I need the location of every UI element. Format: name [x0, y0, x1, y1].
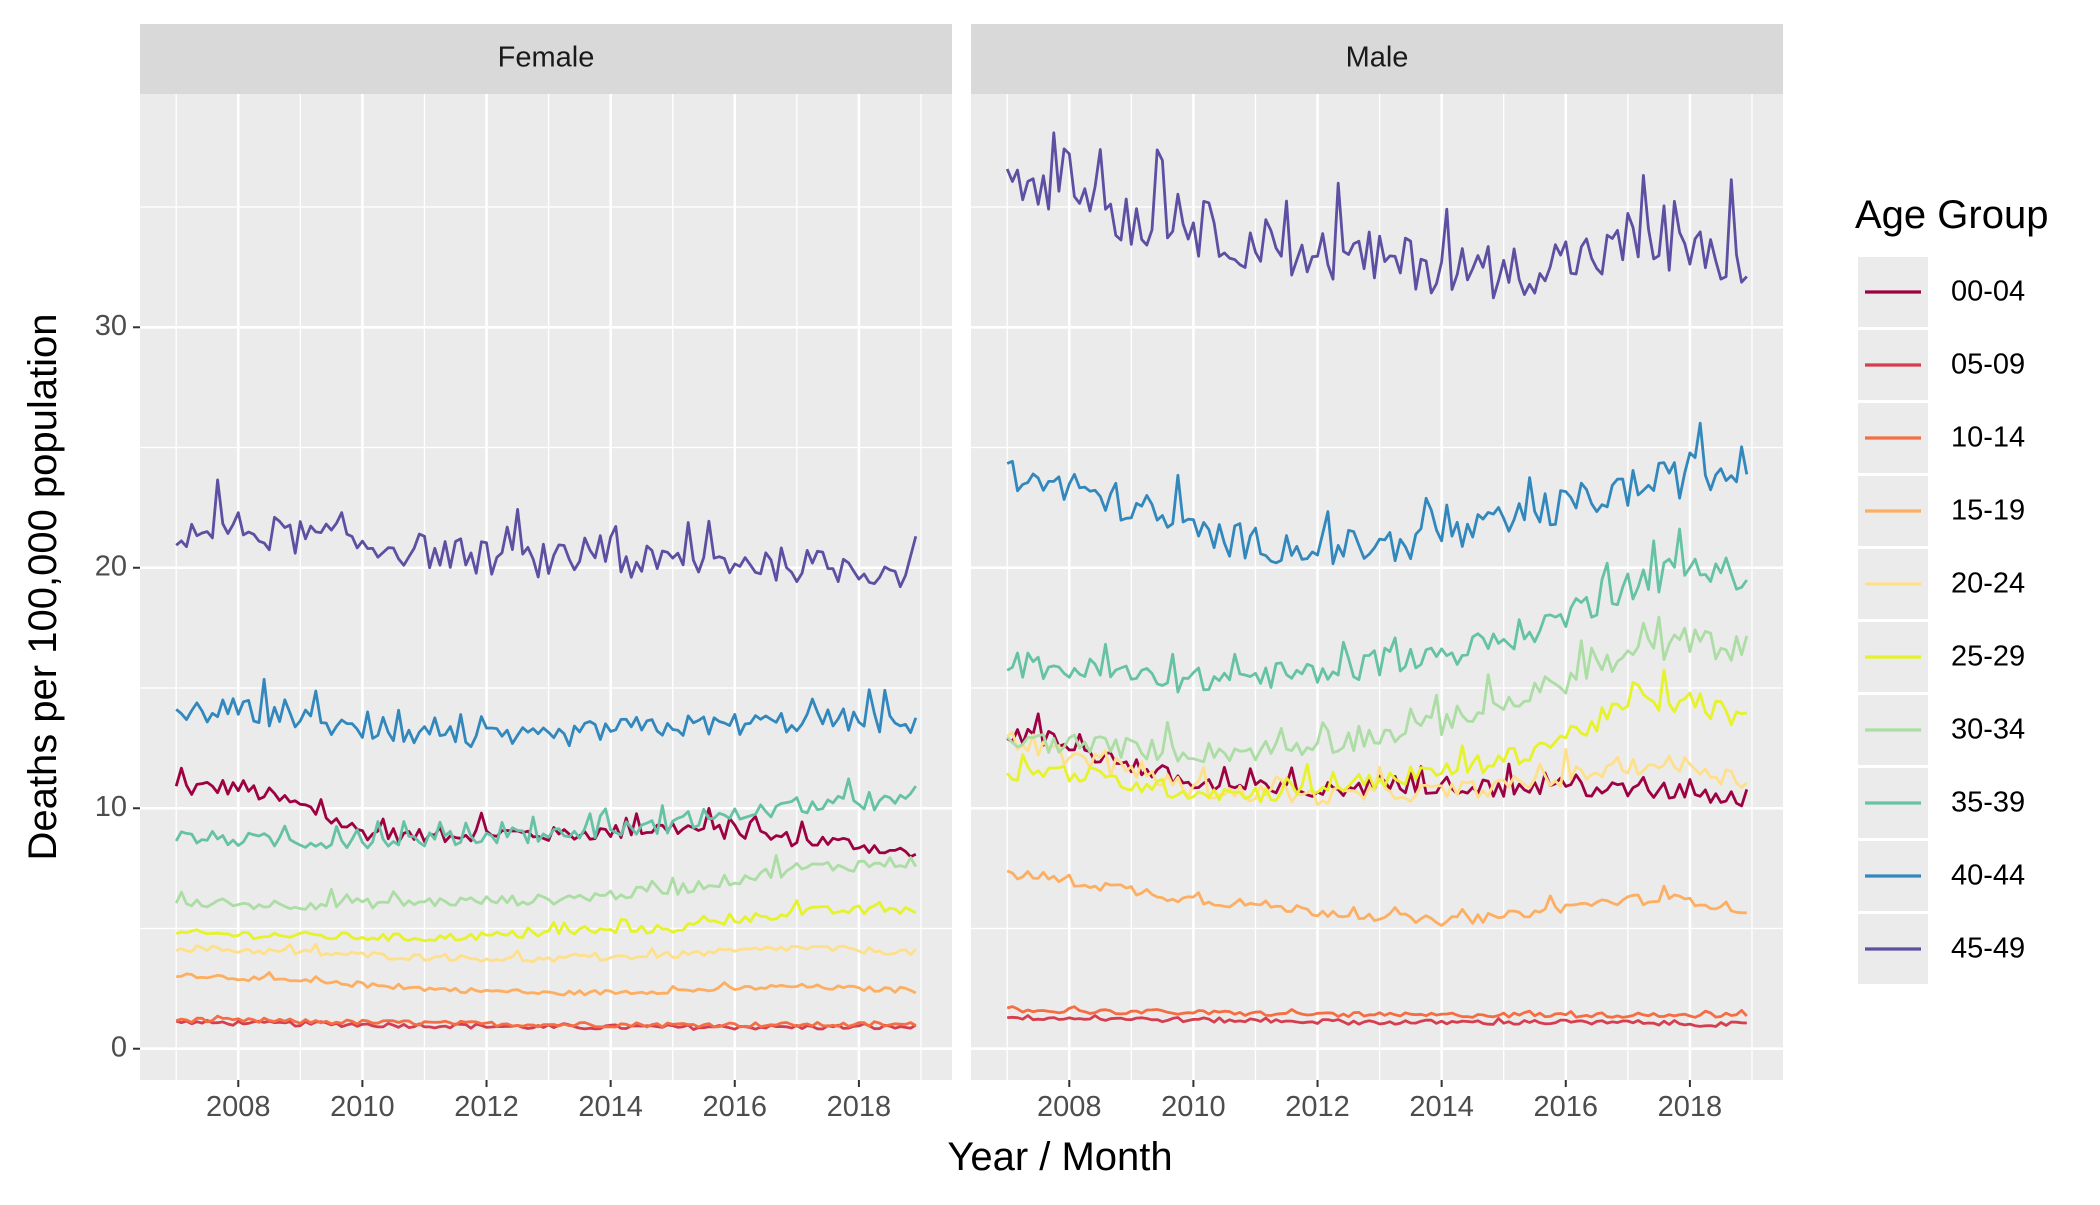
- legend-keys: 00-04 05-09 10-14 15-19 20-24 25-29 30-34 35-39…: [1858, 257, 2025, 984]
- series-line-10-14-male: [1006, 1005, 1748, 1019]
- series-line-05-09-female: [175, 1019, 917, 1031]
- legend-item-30-34: 30-34: [1858, 695, 2025, 765]
- legend-label: 40-44: [1951, 860, 2025, 892]
- series-line-30-34-male: [1006, 615, 1749, 764]
- y-axis-title: Deaths per 100,000 population: [21, 313, 65, 860]
- series-line-10-14-female: [175, 1014, 917, 1029]
- x-tick-label: 2012: [1285, 1091, 1350, 1123]
- series-line-05-09-male: [1007, 1014, 1747, 1028]
- plot-background-female: [140, 94, 952, 1080]
- grid-male: [971, 94, 1783, 1080]
- series-line-45-49-male: [1005, 131, 1748, 300]
- strip-male-label: Male: [1346, 42, 1409, 74]
- x-tick-label: 2016: [1534, 1091, 1599, 1123]
- legend-label: 30-34: [1951, 714, 2025, 746]
- series-line-40-44-male: [1006, 421, 1749, 566]
- series-line-35-39-female: [174, 777, 917, 850]
- series-line-20-24-female: [175, 942, 917, 964]
- panel-female: Female: [140, 24, 952, 1080]
- series-line-20-24-male: [1006, 730, 1748, 807]
- x-tick-label: 2008: [1037, 1091, 1102, 1123]
- series-line-25-29-female: [175, 899, 917, 943]
- x-axis-female: 2008 2010 2012 2014 2016 2018: [206, 1080, 891, 1123]
- legend-item-45-49: 45-49: [1858, 914, 2025, 984]
- strip-female-background: [140, 24, 952, 94]
- x-tick-label: 2010: [1161, 1091, 1226, 1123]
- y-tick-label: 30: [95, 310, 127, 342]
- series-line-25-29-male: [1006, 668, 1748, 804]
- legend-item-35-39: 35-39: [1858, 768, 2025, 838]
- legend-item-40-44: 40-44: [1858, 841, 2025, 911]
- legend-item-05-09: 05-09: [1858, 330, 2025, 400]
- x-tick-label: 2010: [330, 1091, 395, 1123]
- legend-item-10-14: 10-14: [1858, 403, 2025, 473]
- strip-male-background: [971, 24, 1783, 94]
- series-lines-female: [174, 478, 918, 1031]
- panel-male: Male: [971, 24, 1783, 1080]
- series-line-45-49-female: [175, 478, 918, 589]
- series-line-30-34-female: [174, 854, 918, 911]
- legend-label: 45-49: [1951, 933, 2025, 965]
- y-tick-label: 10: [95, 791, 127, 823]
- y-tick-label: 0: [111, 1031, 127, 1063]
- x-tick-label: 2018: [827, 1091, 892, 1123]
- series-line-15-19-male: [1006, 869, 1747, 927]
- x-tick-label: 2014: [1409, 1091, 1474, 1123]
- legend-label: 20-24: [1951, 568, 2025, 600]
- x-tick-label: 2018: [1658, 1091, 1723, 1123]
- x-axis-title: Year / Month: [947, 1135, 1172, 1179]
- legend-label: 15-19: [1951, 495, 2025, 527]
- strip-female-label: Female: [498, 42, 595, 74]
- series-line-40-44-female: [175, 677, 918, 749]
- legend-item-15-19: 15-19: [1858, 476, 2025, 546]
- y-tick-label: 20: [95, 550, 127, 582]
- legend-item-25-29: 25-29: [1858, 622, 2025, 692]
- grid-female: [140, 94, 952, 1080]
- x-axis-male: 2008 2010 2012 2014 2016 2018: [1037, 1080, 1722, 1123]
- x-tick-label: 2008: [206, 1091, 271, 1123]
- x-tick-label: 2014: [578, 1091, 643, 1123]
- legend-label: 05-09: [1951, 349, 2025, 381]
- legend-label: 35-39: [1951, 787, 2025, 819]
- legend-title: Age Group: [1855, 193, 2048, 237]
- x-tick-label: 2012: [454, 1091, 519, 1123]
- legend-item-00-04: 00-04: [1858, 257, 2025, 327]
- legend: Age Group 00-04 05-09 10-14 15-19 20-24 25-29…: [1855, 193, 2048, 984]
- series-line-00-04-female: [174, 766, 917, 859]
- series-lines-male: [1005, 131, 1749, 1028]
- legend-label: 00-04: [1951, 276, 2025, 308]
- legend-label: 25-29: [1951, 641, 2025, 673]
- series-line-35-39-male: [1006, 527, 1748, 694]
- x-tick-label: 2016: [703, 1091, 768, 1123]
- y-axis: 0 10 20 30: [95, 310, 140, 1063]
- legend-item-20-24: 20-24: [1858, 549, 2025, 619]
- series-line-15-19-female: [176, 971, 917, 997]
- legend-label: 10-14: [1951, 422, 2025, 454]
